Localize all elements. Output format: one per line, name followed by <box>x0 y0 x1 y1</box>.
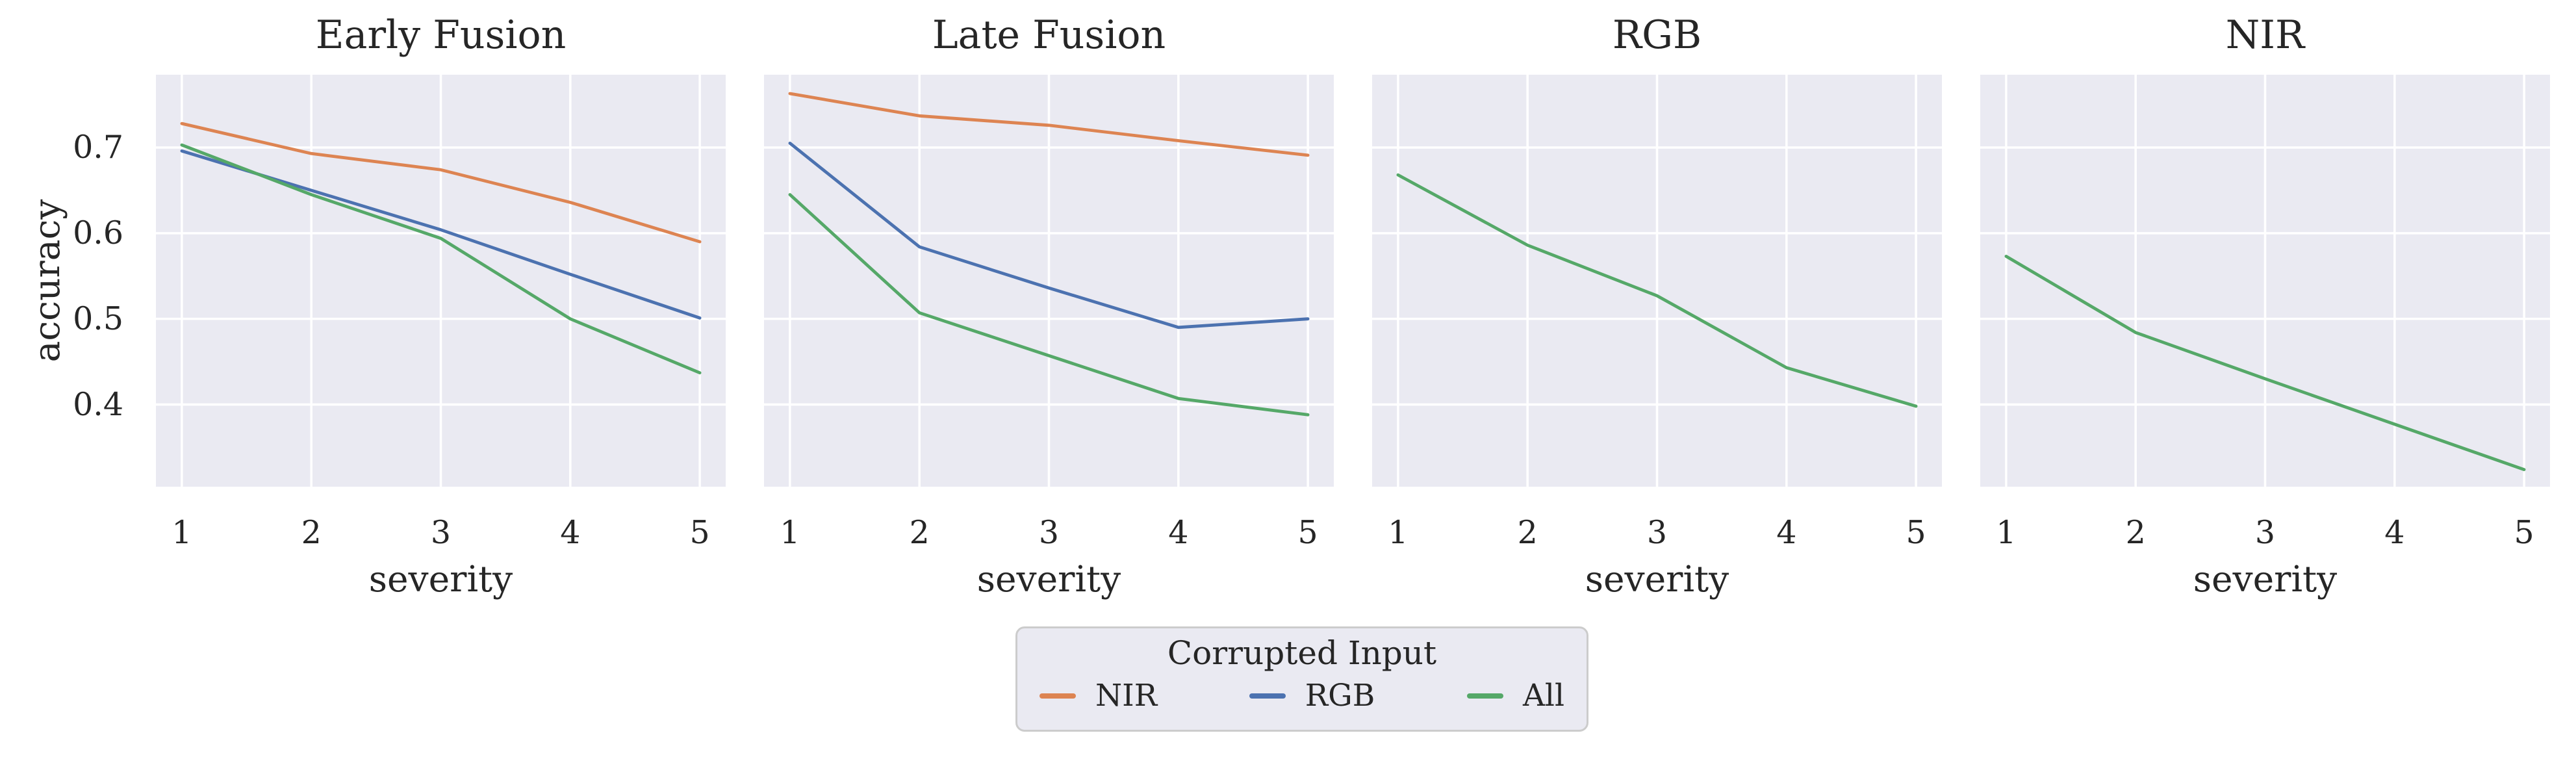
legend-title: Corrupted Input <box>1167 634 1437 672</box>
x-tick-label: 2 <box>2125 514 2146 551</box>
x-tick-label: 3 <box>2254 514 2276 551</box>
y-tick-label: 0.6 <box>73 214 123 251</box>
series-line-nir <box>788 92 1310 157</box>
x-tick-label: 2 <box>301 514 322 551</box>
x-axis-label: severity <box>1585 558 1729 600</box>
facet-panel-early-fusion: Early Fusion severity 1 2 3 4 5 <box>156 0 726 759</box>
x-tick-label: 4 <box>1168 514 1189 551</box>
x-tick-label: 1 <box>1388 514 1409 551</box>
x-tick-label: 3 <box>430 514 452 551</box>
x-tick-label: 5 <box>2514 514 2534 551</box>
panel-title: Early Fusion <box>315 12 567 58</box>
x-tick-label: 1 <box>172 514 192 551</box>
x-tick-label: 4 <box>560 514 581 551</box>
legend-line-swatch-nir <box>1039 693 1076 699</box>
legend-line-swatch-rgb <box>1249 693 1286 699</box>
y-tick-label: 0.5 <box>73 300 123 337</box>
legend-entry-label: RGB <box>1305 678 1375 714</box>
x-axis-label: severity <box>368 558 513 600</box>
legend-entry-label: NIR <box>1095 678 1158 714</box>
x-tick-label: 2 <box>909 514 930 551</box>
legend: Corrupted Input NIR RGB All <box>1015 626 1588 732</box>
panel-title: RGB <box>1612 12 1702 58</box>
x-tick-label: 4 <box>1776 514 1797 551</box>
series-line-all <box>2004 254 2526 471</box>
plot-area <box>1372 75 1942 487</box>
x-tick-label: 2 <box>1517 514 1538 551</box>
legend-entry-rgb: RGB <box>1249 678 1375 714</box>
legend-line-swatch-all <box>1466 693 1503 699</box>
x-tick-label: 3 <box>1646 514 1668 551</box>
x-tick-label: 1 <box>1996 514 2017 551</box>
x-tick-label: 5 <box>1906 514 1926 551</box>
x-tick-label: 4 <box>2384 514 2405 551</box>
x-tick-label: 1 <box>780 514 800 551</box>
facet-panel-late-fusion: Late Fusion severity 1 2 3 4 5 <box>764 0 1334 759</box>
series-line-all <box>788 193 1310 417</box>
x-tick-label: 3 <box>1038 514 1060 551</box>
panel-title: Late Fusion <box>932 12 1166 58</box>
y-tick-label: 0.7 <box>73 129 123 166</box>
x-tick-label: 5 <box>1297 514 1318 551</box>
legend-entry-nir: NIR <box>1039 678 1157 714</box>
legend-entry-label: All <box>1522 678 1564 714</box>
legend-entry-all: All <box>1466 678 1564 714</box>
x-axis-label: severity <box>2193 558 2338 600</box>
x-axis-label: severity <box>976 558 1121 600</box>
plot-area <box>156 75 726 487</box>
facet-panel-nir: NIR severity 1 2 3 4 5 <box>1980 0 2550 759</box>
series-line-nir <box>180 122 702 244</box>
panel-title: NIR <box>2225 12 2305 58</box>
series-line-all <box>1396 173 1918 408</box>
x-tick-label: 5 <box>689 514 710 551</box>
legend-entries: NIR RGB All <box>1017 678 1587 714</box>
plot-area <box>764 75 1334 487</box>
series-line-all <box>180 143 702 375</box>
facet-panel-rgb: RGB severity 1 2 3 4 5 <box>1372 0 1942 759</box>
plot-area <box>1980 75 2550 487</box>
y-tick-label: 0.4 <box>73 385 123 423</box>
series-line-rgb <box>788 142 1310 329</box>
